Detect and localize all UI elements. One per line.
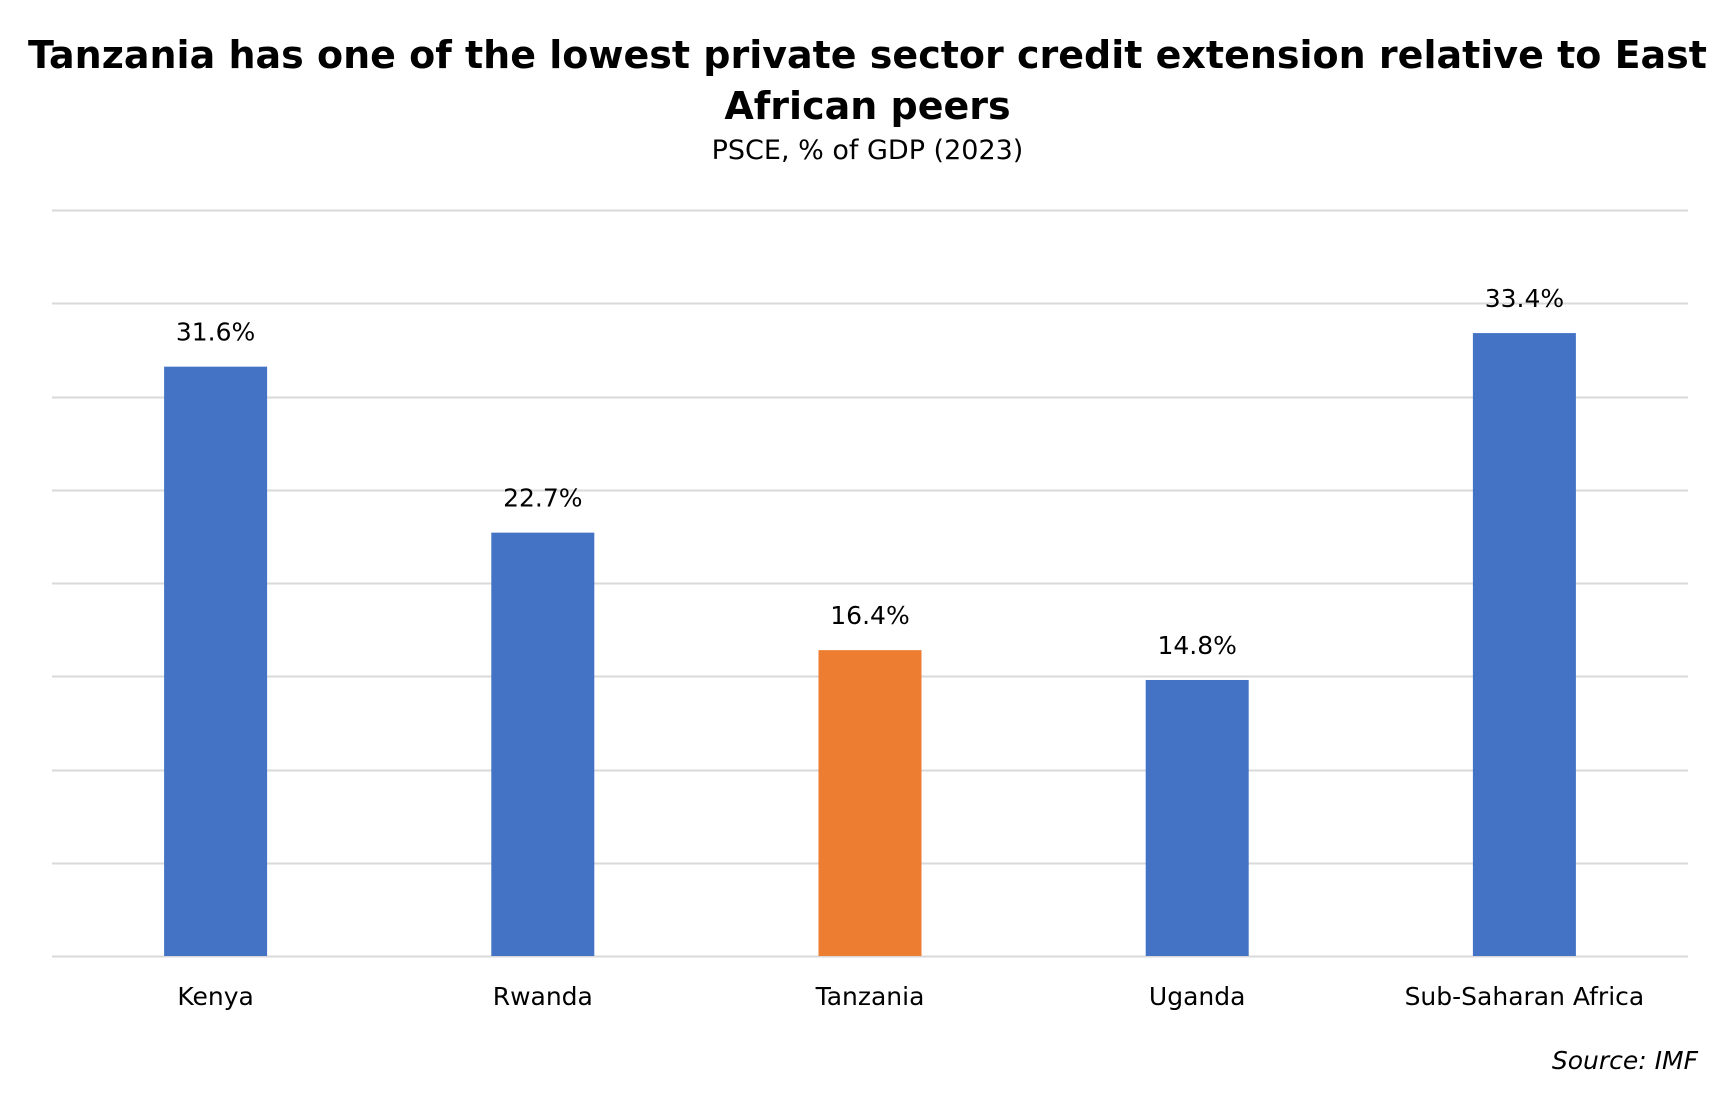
- chart-title: Tanzania has one of the lowest private s…: [28, 33, 1707, 128]
- data-label: 31.6%: [176, 318, 255, 347]
- bar: [164, 366, 268, 956]
- value-labels: 31.6% 22.7% 16.4% 14.8% 33.4%: [176, 284, 1564, 660]
- category-tick-label: Uganda: [1149, 982, 1246, 1011]
- bar: [818, 650, 922, 956]
- category-tick-label: Sub-Saharan Africa: [1405, 982, 1645, 1011]
- data-label: 22.7%: [503, 484, 582, 513]
- category-labels: Kenya Rwanda Tanzania Uganda Sub-Saharan Afr…: [177, 982, 1644, 1011]
- bar: [1472, 333, 1576, 957]
- data-label: 16.4%: [830, 601, 909, 630]
- source-note: Source: IMF: [1551, 1046, 1698, 1075]
- chart-header: Tanzania has one of the lowest private s…: [0, 30, 1735, 168]
- data-label: 14.8%: [1157, 631, 1236, 660]
- category-tick-label: Tanzania: [815, 982, 925, 1011]
- data-label: 33.4%: [1485, 284, 1564, 313]
- chart-subtitle: PSCE, % of GDP (2023): [711, 135, 1024, 166]
- bars: [164, 333, 1576, 957]
- category-tick-label: Rwanda: [493, 982, 593, 1011]
- bar: [491, 532, 595, 956]
- bar: [1145, 679, 1249, 956]
- category-tick-label: Kenya: [177, 982, 254, 1011]
